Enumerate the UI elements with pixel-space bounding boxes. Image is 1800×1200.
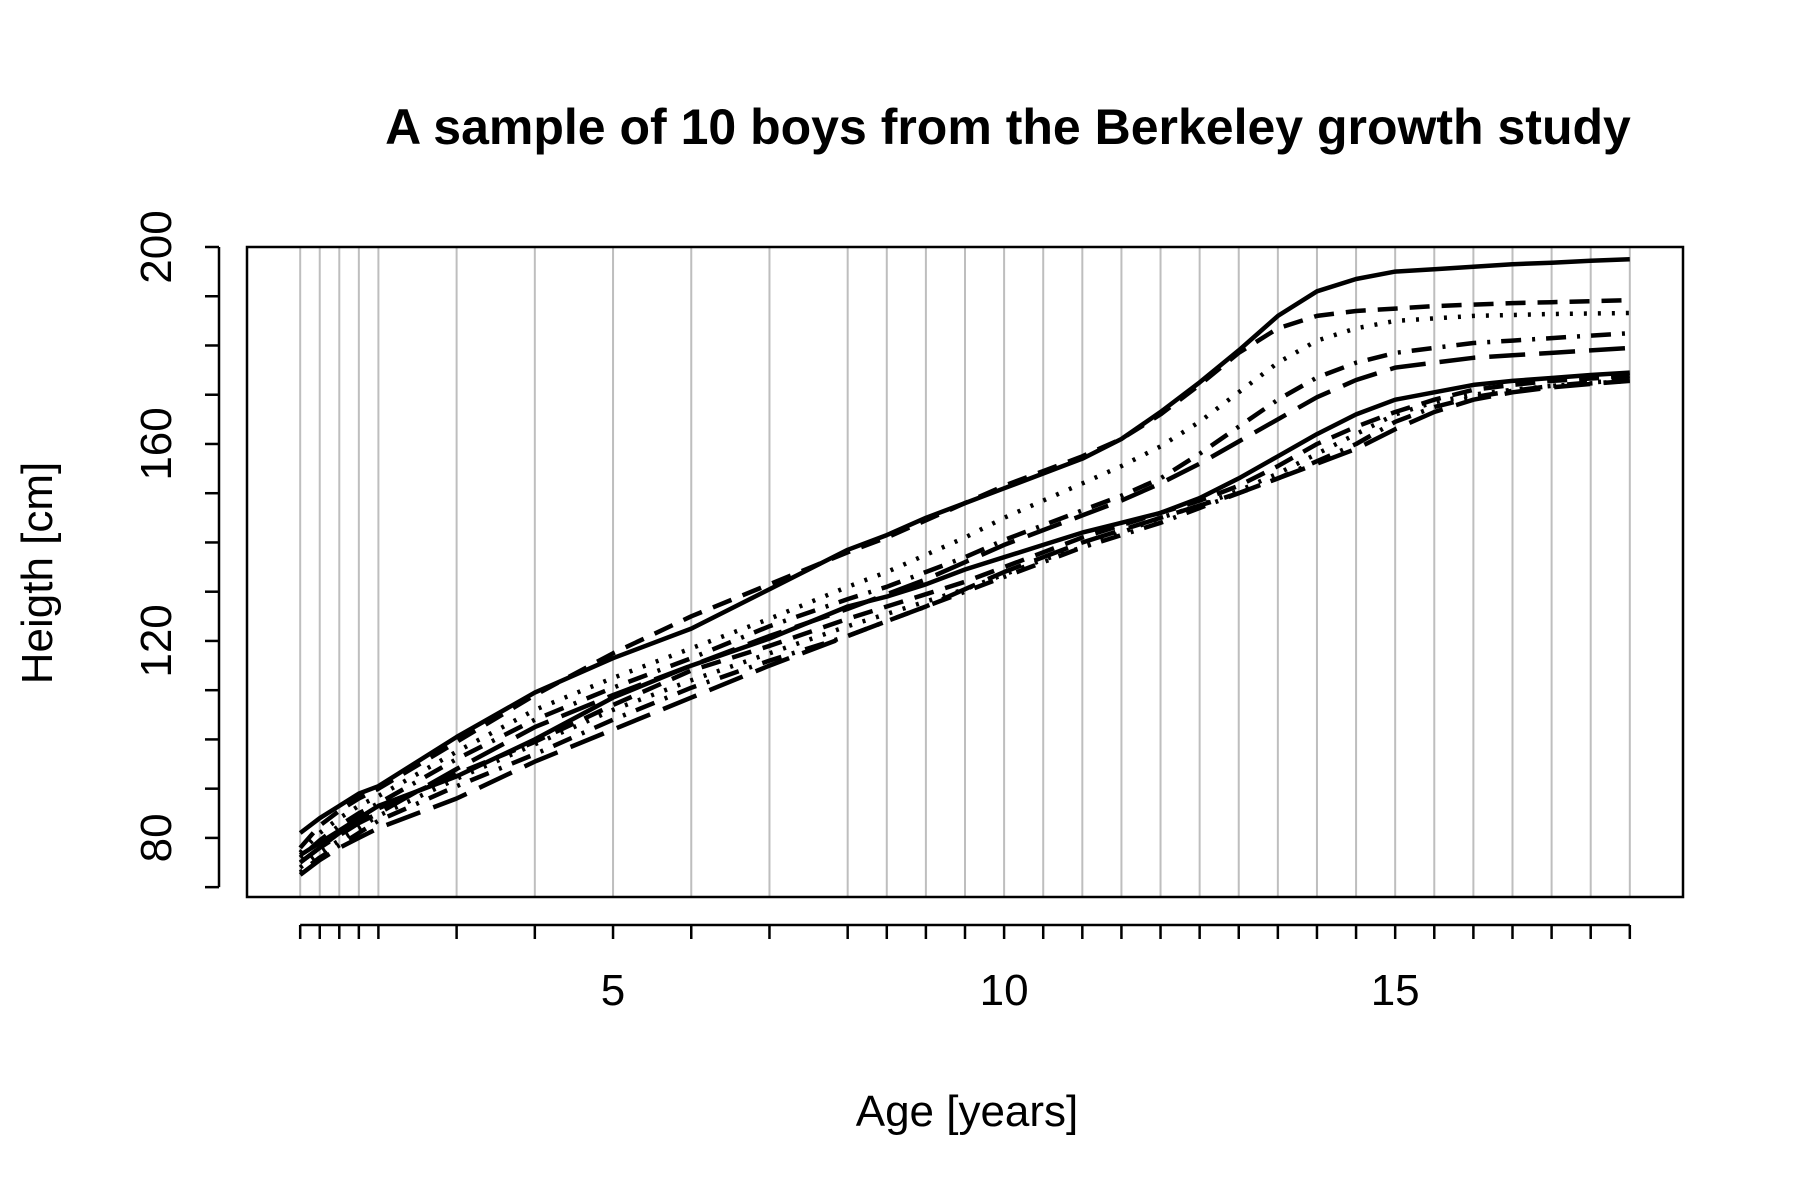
y-tick-label-120: 120 — [132, 604, 181, 677]
x-tick-label-15: 15 — [1371, 966, 1420, 1015]
x-tick-label-5: 5 — [601, 966, 625, 1015]
series-line-2 — [298, 297, 1630, 850]
x-axis-label: Age [years] — [856, 1087, 1079, 1136]
grid-layer — [299, 247, 1631, 897]
axis-layer: 5 10 15 80 120 160 200 — [132, 210, 1632, 1015]
y-tick-label-200: 200 — [132, 210, 181, 283]
series-line-5 — [298, 345, 1630, 865]
series-line-10 — [298, 378, 1630, 877]
y-tick-label-80: 80 — [132, 813, 181, 862]
y-tick-label-160: 160 — [132, 407, 181, 480]
x-tick-label-10: 10 — [980, 966, 1029, 1015]
series-line-7 — [298, 373, 1630, 865]
plot-frame — [245, 245, 1685, 899]
series-line-9 — [298, 377, 1630, 875]
series-layer — [298, 257, 1630, 877]
series-line-6 — [298, 370, 1630, 858]
y-axis-label: Heigth [cm] — [13, 462, 62, 685]
chart-title: A sample of 10 boys from the Berkeley gr… — [385, 99, 1631, 155]
